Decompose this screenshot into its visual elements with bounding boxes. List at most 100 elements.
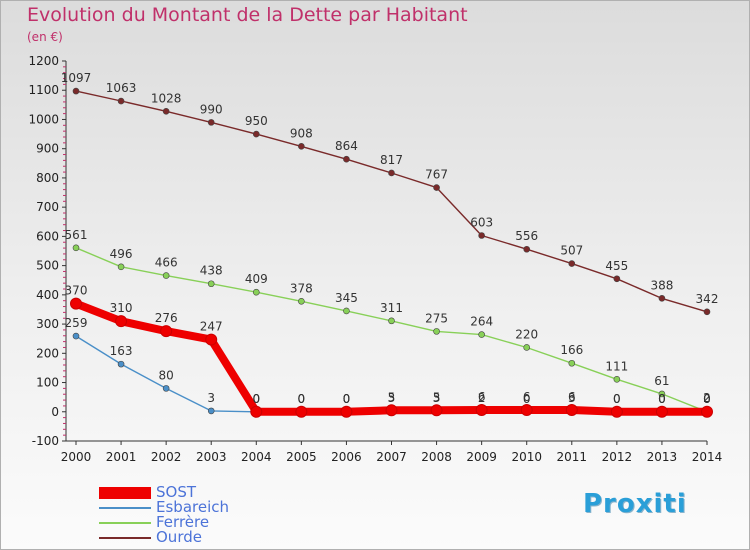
point-ferrere bbox=[207, 280, 215, 288]
y-tick-label: 200 bbox=[36, 346, 59, 360]
point-ourde bbox=[388, 169, 395, 177]
legend-label-esbareich: Esbareich bbox=[156, 498, 229, 516]
point-ourde bbox=[613, 275, 621, 283]
point-sost bbox=[430, 404, 443, 417]
point-sost bbox=[475, 404, 488, 417]
point-ourde bbox=[207, 119, 215, 126]
data-label-ferrere: 220 bbox=[515, 327, 538, 341]
point-ourde bbox=[343, 155, 350, 163]
data-label-ourde: 455 bbox=[605, 259, 628, 273]
point-sost bbox=[70, 297, 82, 310]
proxiti-logo[interactable]: Proxiti bbox=[583, 489, 687, 519]
data-label-esbareich: 0 bbox=[523, 392, 531, 406]
x-tick-label: 2001 bbox=[106, 450, 137, 464]
point-ferrere bbox=[658, 390, 666, 398]
point-ourde bbox=[478, 232, 485, 239]
data-label-esbareich: 163 bbox=[110, 344, 133, 358]
x-tick-label: 2013 bbox=[647, 450, 678, 464]
point-sost bbox=[565, 404, 578, 417]
point-sost bbox=[160, 325, 173, 338]
point-ourde bbox=[72, 87, 80, 95]
point-sost bbox=[115, 315, 128, 328]
series-line-ourde bbox=[75, 90, 708, 313]
data-label-ferrere: 0 bbox=[703, 392, 711, 406]
data-label-esbareich: 3 bbox=[207, 391, 215, 405]
x-tick-label: 2004 bbox=[241, 450, 272, 464]
data-label-ourde: 817 bbox=[380, 153, 403, 167]
data-label-sost: 310 bbox=[110, 301, 133, 315]
point-sost bbox=[610, 405, 623, 418]
legend-label-sost: SOST bbox=[156, 483, 197, 501]
point-sost bbox=[520, 404, 533, 417]
data-label-sost: 0 bbox=[343, 392, 351, 406]
data-label-ferrere: 409 bbox=[245, 272, 268, 286]
point-ferrere bbox=[568, 359, 576, 367]
y-tick-label: 100 bbox=[36, 376, 59, 390]
point-esbareich bbox=[72, 332, 80, 340]
point-ferrere bbox=[388, 317, 395, 325]
data-label-ferrere: 438 bbox=[200, 264, 223, 278]
data-label-esbareich: 2 bbox=[703, 391, 711, 405]
chart-subtitle: (en €) bbox=[27, 30, 63, 44]
data-label-esbareich: 3 bbox=[568, 391, 576, 405]
y-tick-label: 0 bbox=[51, 405, 59, 419]
data-label-ourde: 1028 bbox=[151, 91, 182, 105]
point-esbareich bbox=[162, 385, 170, 392]
data-label-esbareich: 2 bbox=[478, 391, 486, 405]
point-ourde bbox=[162, 107, 170, 115]
data-label-ferrere: 345 bbox=[335, 291, 358, 305]
data-label-sost: 0 bbox=[703, 392, 711, 406]
data-label-ferrere: 466 bbox=[155, 256, 178, 270]
legend-swatch-ferrere bbox=[99, 521, 151, 524]
y-tick-label: 1100 bbox=[28, 83, 59, 97]
chart-title: Evolution du Montant de la Dette par Hab… bbox=[27, 4, 468, 26]
point-ferrere bbox=[613, 376, 621, 383]
data-label-esbareich: 0 bbox=[658, 392, 666, 406]
data-label-esbareich: 0 bbox=[298, 392, 306, 406]
point-sost bbox=[295, 405, 308, 418]
data-label-esbareich: 80 bbox=[159, 368, 174, 382]
data-label-ourde: 864 bbox=[335, 139, 358, 153]
x-tick-label: 2008 bbox=[421, 450, 452, 464]
point-ferrere bbox=[343, 307, 350, 315]
point-ourde bbox=[658, 295, 666, 302]
x-tick-label: 2009 bbox=[466, 450, 497, 464]
data-label-sost: 0 bbox=[298, 392, 306, 406]
data-label-ferrere: 61 bbox=[654, 374, 669, 388]
data-label-ferrere: 166 bbox=[560, 343, 583, 357]
point-ferrere bbox=[478, 331, 485, 338]
point-ferrere bbox=[298, 297, 305, 305]
y-tick-label: -100 bbox=[32, 434, 59, 448]
data-label-esbareich: 0 bbox=[613, 392, 621, 406]
y-tick-label: 400 bbox=[36, 288, 59, 302]
data-label-sost: 5 bbox=[388, 390, 396, 404]
y-tick-label: 1200 bbox=[28, 54, 59, 68]
point-esbareich bbox=[207, 407, 215, 415]
y-tick-label: 600 bbox=[36, 229, 59, 243]
data-label-ourde: 990 bbox=[200, 102, 223, 116]
point-ourde bbox=[252, 130, 260, 138]
x-tick-label: 2002 bbox=[151, 450, 182, 464]
data-label-sost: 247 bbox=[200, 320, 223, 334]
proxiti-logo-text: Proxiti bbox=[583, 489, 687, 519]
data-label-ourde: 950 bbox=[245, 114, 268, 128]
data-label-sost: 276 bbox=[155, 311, 178, 325]
legend-label-ourde: Ourde bbox=[156, 528, 202, 546]
data-label-sost: 370 bbox=[65, 284, 88, 298]
point-ferrere bbox=[72, 244, 80, 252]
x-tick-label: 2014 bbox=[692, 450, 723, 464]
y-tick-label: 1000 bbox=[28, 112, 59, 126]
legend-swatch-ourde bbox=[99, 536, 151, 539]
point-sost bbox=[340, 405, 353, 418]
data-label-esbareich: 0 bbox=[252, 392, 260, 406]
point-ferrere bbox=[162, 272, 170, 279]
x-tick-label: 2006 bbox=[331, 450, 362, 464]
y-tick-label: 800 bbox=[36, 171, 59, 185]
legend-swatch-esbareich bbox=[99, 506, 151, 509]
data-label-ourde: 767 bbox=[425, 168, 448, 182]
point-ferrere bbox=[433, 328, 440, 335]
point-sost bbox=[385, 404, 398, 417]
data-label-sost: 5 bbox=[433, 390, 441, 404]
point-sost bbox=[250, 405, 263, 418]
